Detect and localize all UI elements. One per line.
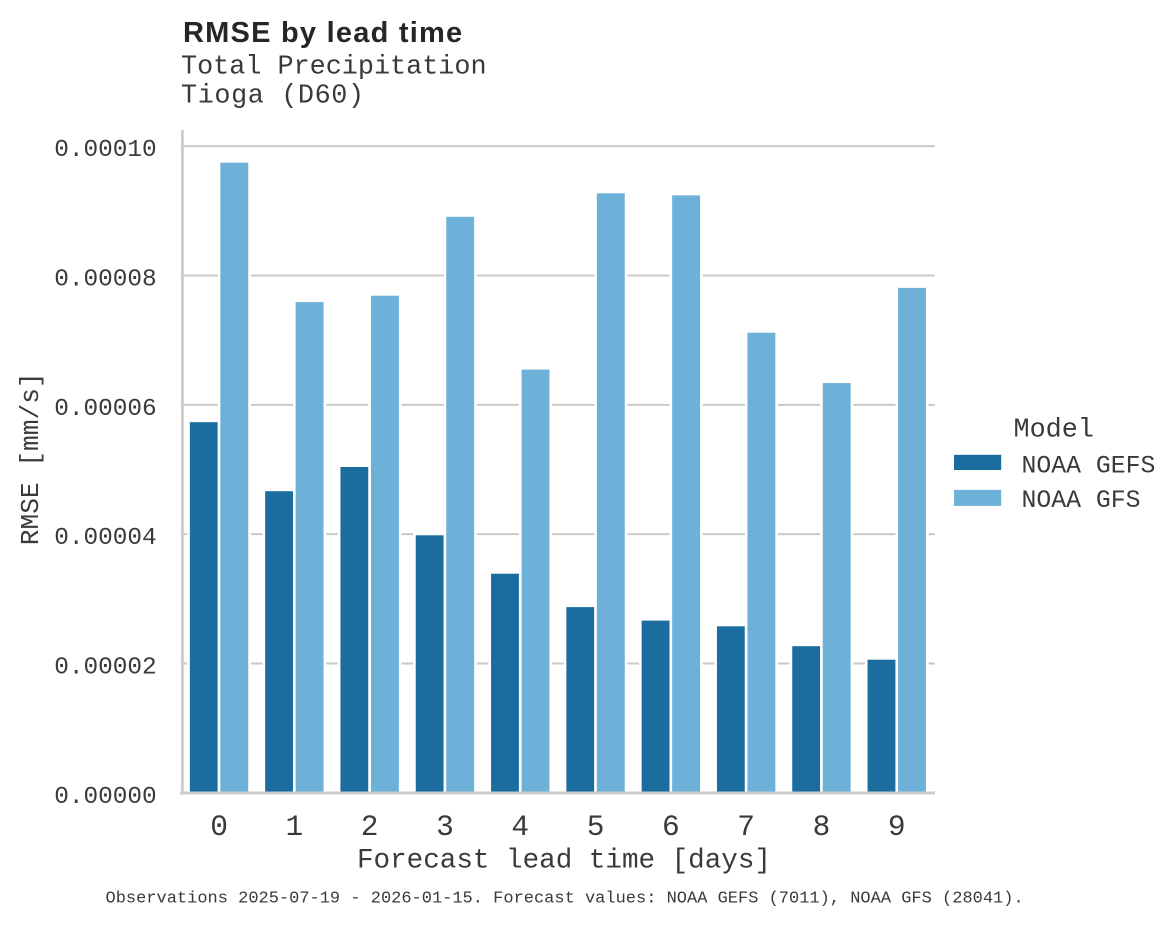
svg-text:4: 4 (511, 810, 529, 844)
svg-text:NOAA GEFS: NOAA GEFS (1022, 452, 1156, 480)
svg-text:6: 6 (662, 810, 680, 844)
svg-text:0.00006: 0.00006 (54, 396, 156, 423)
svg-text:0.00000: 0.00000 (54, 784, 156, 811)
svg-text:9: 9 (888, 810, 906, 844)
svg-text:0: 0 (210, 810, 228, 844)
svg-text:2: 2 (361, 810, 379, 844)
svg-text:0.00002: 0.00002 (54, 655, 156, 682)
svg-text:0.00008: 0.00008 (54, 266, 156, 293)
svg-text:7: 7 (737, 810, 755, 844)
svg-text:Observations 2025-07-19 - 2026: Observations 2025-07-19 - 2026-01-15. Fo… (106, 890, 1024, 909)
svg-text:RMSE [mm/s]: RMSE [mm/s] (16, 372, 46, 545)
svg-text:0.00010: 0.00010 (54, 137, 156, 164)
svg-text:0.00004: 0.00004 (54, 525, 156, 552)
svg-text:3: 3 (436, 810, 454, 844)
svg-text:5: 5 (587, 810, 605, 844)
svg-text:1: 1 (285, 810, 303, 844)
svg-text:Model: Model (1014, 416, 1094, 446)
svg-text:Total Precipitation: Total Precipitation (181, 53, 487, 83)
svg-text:Forecast lead time [days]: Forecast lead time [days] (357, 846, 771, 877)
svg-text:RMSE by lead time: RMSE by lead time (183, 17, 463, 49)
svg-text:Tioga (D60): Tioga (D60) (181, 81, 365, 111)
svg-text:8: 8 (813, 810, 831, 844)
svg-text:NOAA GFS: NOAA GFS (1022, 487, 1141, 515)
